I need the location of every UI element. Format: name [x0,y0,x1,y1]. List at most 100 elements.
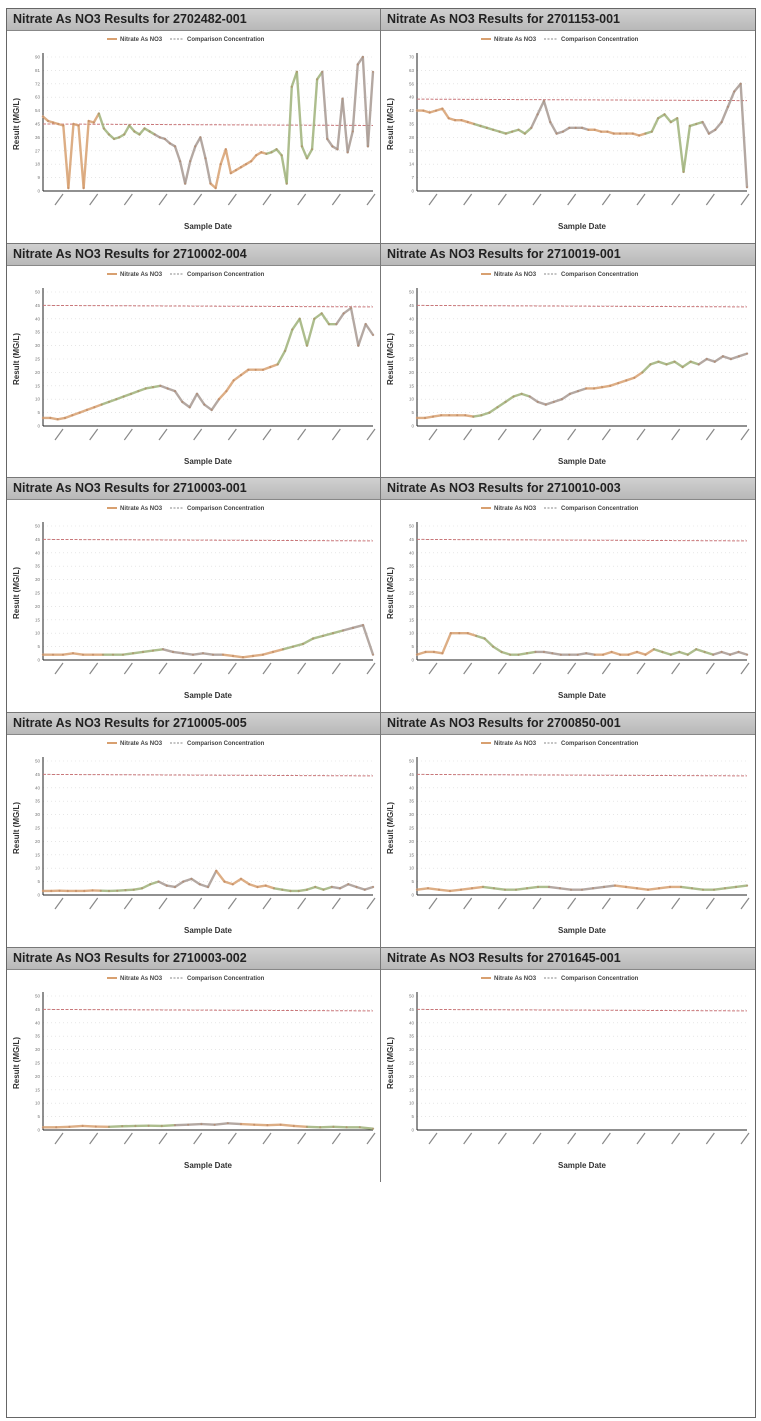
data-point [311,148,313,151]
data-point [282,648,284,651]
series-segment [729,354,741,360]
data-point [55,1126,58,1128]
series-segment [206,869,218,889]
data-point [260,151,263,154]
data-point [746,654,748,656]
data-point [253,1123,256,1126]
y-tick-label: 20 [409,1074,415,1079]
y-tick-label: 5 [411,1114,414,1119]
data-point [71,414,74,416]
data-point [585,387,587,390]
y-tick-label: 30 [35,343,41,348]
y-tick-label: 20 [409,604,415,609]
data-point [192,654,194,656]
y-tick-label: 5 [37,644,40,649]
y-tick-label: 35 [35,1033,41,1038]
chart-title: Nitrate As NO3 Results for 2710002-004 [7,243,380,266]
data-point [372,654,374,656]
data-point [291,328,294,331]
x-tick-mark [158,428,168,441]
data-point [270,151,273,154]
data-point [601,385,604,388]
series-segment [504,394,515,403]
series-segment [338,883,350,890]
y-tick-label: 35 [409,122,415,127]
data-point [638,134,641,137]
series-segment [281,645,295,651]
x-tick-mark [123,662,133,675]
series-segment [138,127,146,136]
y-tick-label: 35 [35,329,41,334]
series-segment [517,128,527,135]
series-segment [191,652,205,657]
series-segment [432,651,444,655]
data-point [686,654,689,656]
data-point [649,363,652,365]
data-point [600,130,602,133]
series-segment [585,652,596,657]
series-segment [67,122,75,190]
series-segment [714,120,723,131]
data-point [614,884,616,887]
x-tick-mark [636,897,646,910]
data-point [292,646,294,648]
x-axis-label: Sample Date [558,457,607,466]
data-point [207,886,209,888]
series-segment [160,1123,177,1127]
data-point [152,385,154,388]
data-point [269,365,272,368]
chart-title: Nitrate As NO3 Results for 2710003-001 [7,478,380,501]
series-segment [322,885,333,891]
legend-comparison-label: Comparison Concentration [561,506,639,512]
data-point [552,400,555,403]
data-point [466,632,469,635]
x-tick-mark [601,1132,611,1145]
series-segment [720,105,730,124]
data-point [705,357,708,360]
x-tick-mark [262,662,272,675]
data-point [460,119,463,122]
y-tick-label: 50 [409,759,415,764]
x-tick-mark [193,662,203,675]
data-point [265,152,268,155]
y-axis-label: Result (MG/L) [386,1036,395,1088]
series-segment [295,70,304,148]
series-segment [646,887,661,891]
x-tick-mark [463,1132,473,1145]
chart-title: Nitrate As NO3 Results for 2710005-005 [7,713,380,735]
data-point [169,142,171,145]
y-tick-label: 10 [409,396,415,401]
chart-legend: Nitrate As NO3 Comparison Concentration [481,506,639,512]
data-point [328,322,330,325]
data-point [321,70,324,73]
series-segment [682,124,692,174]
data-point [235,169,237,172]
series-segment [173,389,184,403]
series-segment [231,655,245,659]
x-tick-mark [366,897,376,910]
data-point [245,163,247,166]
data-point [322,635,324,638]
y-tick-label: 20 [409,839,415,844]
y-tick-label: 0 [37,658,40,663]
series-segment [523,126,533,135]
series-segment [675,117,685,174]
x-tick-mark [671,662,681,675]
chart-legend: Nitrate As NO3 Comparison Concentration [107,976,265,982]
series-segment [357,322,367,347]
y-tick-label: 25 [35,826,41,831]
series-segment [536,400,547,406]
data-point [341,97,344,100]
data-point [78,411,81,414]
data-point [189,160,192,163]
y-tick-label: 45 [409,303,415,308]
y-tick-label: 0 [411,1127,414,1132]
data-point [352,627,354,630]
data-point [661,651,664,654]
y-tick-label: 42 [409,108,415,113]
y-tick-label: 5 [37,410,40,415]
data-point [213,1123,216,1126]
comparison-line [416,98,748,102]
data-point [727,105,729,108]
series-segment [137,386,147,393]
